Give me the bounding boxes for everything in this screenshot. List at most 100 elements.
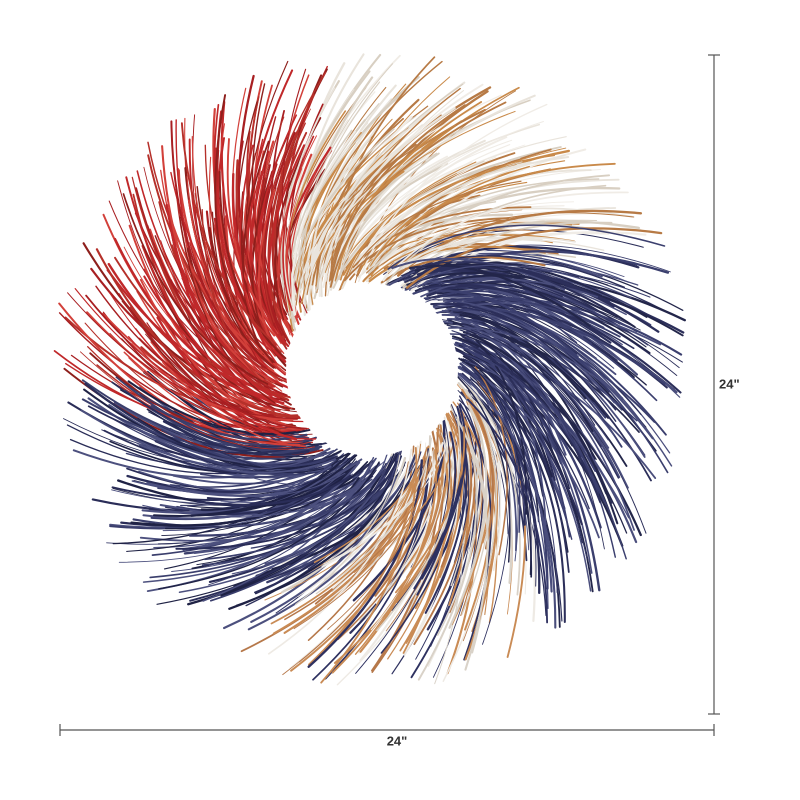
twig	[454, 341, 597, 472]
twig	[297, 451, 422, 581]
twig	[346, 450, 428, 633]
twig	[267, 448, 413, 655]
twig	[354, 444, 438, 655]
twig	[461, 361, 592, 592]
twig	[479, 389, 511, 645]
twig	[338, 152, 516, 293]
twig	[405, 235, 577, 268]
twig	[162, 361, 306, 448]
twig	[295, 165, 358, 326]
twig	[131, 465, 332, 495]
twig	[307, 459, 423, 668]
twig	[128, 357, 304, 444]
twig	[190, 452, 351, 517]
twig	[250, 471, 402, 549]
height-label: 24"	[719, 376, 740, 391]
twig	[202, 456, 375, 602]
twig	[478, 361, 593, 574]
twig	[147, 141, 272, 356]
twig	[293, 456, 432, 630]
twig	[322, 106, 456, 276]
twig	[218, 170, 287, 360]
twig	[117, 293, 308, 430]
twig	[469, 378, 573, 540]
twig	[399, 236, 543, 269]
twig	[313, 152, 438, 299]
twig	[294, 454, 401, 606]
twig	[470, 366, 579, 525]
twig	[367, 198, 487, 271]
twig	[170, 120, 267, 369]
twig	[406, 271, 618, 318]
twig	[380, 419, 463, 654]
twig	[370, 439, 446, 631]
twig	[446, 318, 656, 423]
twig	[340, 161, 477, 289]
twig	[226, 138, 279, 335]
twig	[451, 318, 629, 489]
twig	[122, 193, 269, 385]
twig	[249, 138, 284, 345]
twig	[365, 178, 620, 283]
twig	[376, 418, 462, 632]
wreath	[53, 53, 686, 686]
twig	[152, 241, 288, 397]
twig	[235, 159, 286, 340]
twig	[72, 447, 331, 479]
twig	[458, 345, 627, 560]
twig	[297, 135, 416, 303]
twig	[343, 217, 510, 282]
twig	[171, 368, 317, 440]
twig	[95, 248, 277, 416]
twig	[320, 446, 418, 684]
twig	[156, 316, 298, 441]
twig	[299, 63, 394, 289]
twig	[239, 144, 278, 364]
twig	[368, 245, 546, 283]
twig	[387, 212, 635, 275]
twig	[263, 187, 283, 336]
twig	[172, 455, 344, 485]
twig	[193, 462, 381, 554]
twig	[368, 234, 575, 280]
twig	[149, 466, 385, 579]
twig	[201, 208, 267, 386]
twig	[375, 416, 449, 605]
twig	[108, 291, 287, 429]
twig	[369, 178, 600, 269]
twig	[214, 94, 274, 364]
twig	[409, 264, 591, 327]
twig	[178, 248, 288, 384]
twig	[158, 461, 380, 590]
twig	[188, 470, 384, 537]
twig	[281, 456, 407, 594]
twig	[180, 122, 278, 346]
twig	[378, 205, 565, 268]
twig	[291, 130, 356, 316]
twig	[456, 375, 511, 563]
twig	[355, 180, 522, 266]
twig	[303, 86, 387, 309]
twig	[267, 130, 299, 344]
twig	[334, 101, 483, 282]
twig	[255, 474, 395, 577]
twig	[432, 297, 621, 338]
twig	[179, 216, 276, 404]
twig	[80, 409, 337, 474]
twig	[111, 452, 358, 501]
twig	[461, 366, 537, 587]
twig	[196, 474, 352, 506]
twig	[242, 140, 270, 355]
twig	[463, 327, 635, 531]
twig	[441, 282, 647, 348]
twig	[162, 420, 310, 456]
twig	[231, 461, 417, 575]
twig	[298, 451, 426, 663]
twig	[443, 300, 615, 404]
twig	[67, 292, 301, 419]
twig	[113, 237, 280, 403]
twig	[131, 176, 289, 401]
width-label: 24"	[387, 733, 408, 748]
